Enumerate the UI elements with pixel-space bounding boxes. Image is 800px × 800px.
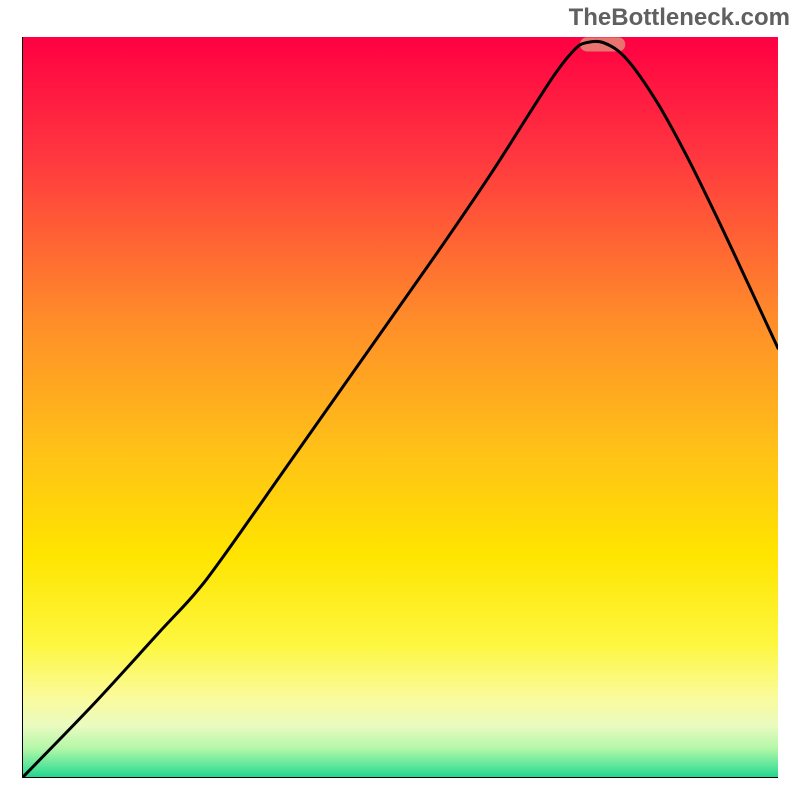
- chart-container: TheBottleneck.com: [0, 0, 800, 800]
- gradient-background: [22, 37, 778, 778]
- watermark-text: TheBottleneck.com: [569, 4, 790, 32]
- optimal-marker: [580, 37, 625, 51]
- plot-area: [22, 37, 778, 778]
- plot-svg: [22, 37, 778, 778]
